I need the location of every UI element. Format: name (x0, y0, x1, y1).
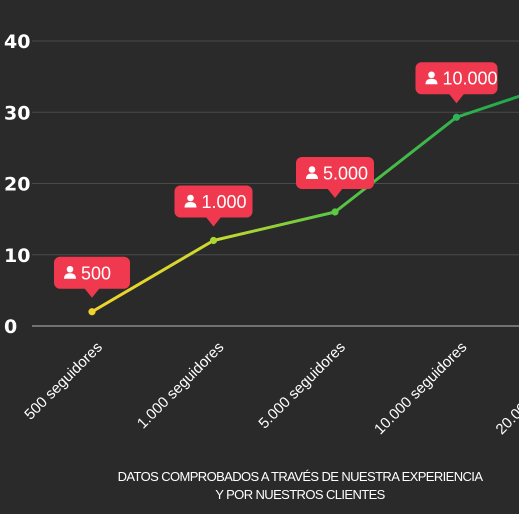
badge-background (54, 256, 130, 289)
value-badge: 10.000 (415, 62, 498, 104)
data-point (452, 113, 461, 121)
badge-value: 1.000 (202, 192, 247, 212)
value-badges: 500 1.000 5.000 10.000 (54, 62, 498, 298)
value-badge: 1.000 (174, 185, 253, 227)
badge-value: 10.000 (443, 69, 498, 89)
gridlines (32, 40, 519, 327)
x-tick-label: 10.000 seguidores (371, 339, 470, 438)
badge-background (415, 62, 498, 95)
badge-value: 500 (81, 263, 111, 283)
badge-background (174, 185, 253, 218)
y-tick-label: 30 (4, 102, 30, 124)
x-tick-label: 20.000 seguidores (493, 339, 519, 438)
user-icon (184, 194, 197, 208)
x-axis-ticks: 500 seguidores 1.000 seguidores 5.000 segu… (21, 339, 519, 438)
badge-value: 5.000 (323, 164, 368, 184)
x-tick-label: 500 seguidores (21, 339, 106, 424)
data-point (331, 208, 339, 216)
badge-pointer (327, 188, 343, 198)
x-tick-label: 1.000 seguidores (134, 339, 227, 432)
y-tick-label: 20 (4, 174, 30, 196)
badge-pointer (205, 216, 222, 227)
y-tick-label: 0 (4, 316, 17, 338)
user-icon (306, 166, 318, 179)
y-axis-ticks: 0 10 20 30 40 (4, 31, 30, 338)
footnote-line-1: DATOS COMPROBADOS A TRAVÉS DE NUESTRA EX… (117, 469, 483, 484)
badge-pointer (448, 93, 465, 104)
user-icon (425, 71, 438, 85)
data-point (209, 236, 218, 245)
data-point (88, 308, 96, 316)
footnote-line-2: Y POR NUESTROS CLIENTES (215, 487, 385, 502)
value-badge: 500 (54, 256, 130, 298)
y-tick-label: 40 (4, 31, 30, 53)
data-points (88, 113, 461, 316)
user-icon (64, 265, 76, 279)
x-tick-label: 5.000 seguidores (255, 339, 348, 432)
badge-background (296, 157, 374, 189)
y-tick-label: 10 (4, 245, 30, 267)
badge-pointer (84, 287, 100, 298)
value-badge: 5.000 (296, 157, 374, 198)
